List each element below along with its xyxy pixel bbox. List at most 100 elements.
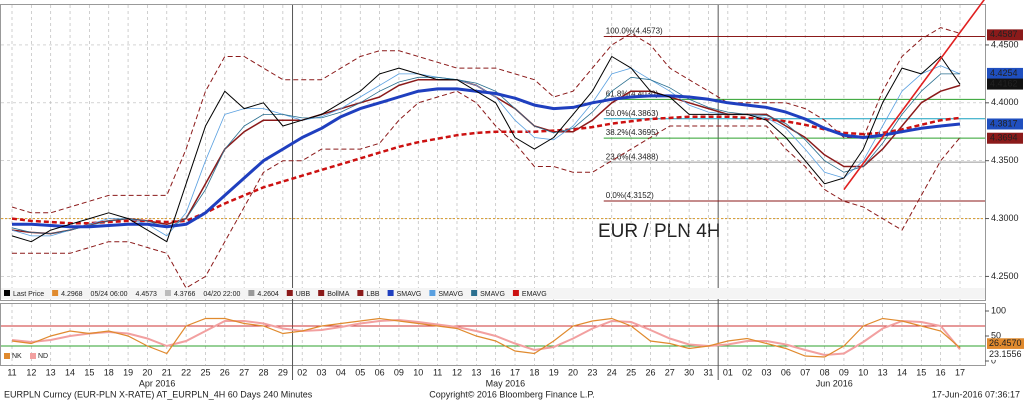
x-tick-label: 20 [568, 367, 578, 377]
x-tick-label: 29 [278, 367, 288, 377]
price-label: 4.4254 [990, 68, 1018, 78]
oscillator-value-box [987, 338, 1024, 350]
x-tick-label: 16 [491, 367, 501, 377]
legend-swatch [318, 290, 325, 296]
x-tick-label: 11 [7, 367, 16, 377]
x-tick-label: 09 [394, 367, 404, 377]
series-line [11, 27, 961, 214]
oscillator-tick-label: 0 [991, 355, 996, 365]
legend-label: EMAVG [522, 291, 547, 298]
series-line [11, 56, 961, 243]
price-label-box [987, 67, 1023, 79]
x-tick-label: 01 [723, 367, 733, 377]
fibonacci-label: 38.2%(4.3695) [606, 128, 659, 137]
x-tick-label: 18 [529, 367, 539, 377]
oscillator-line [11, 318, 961, 357]
x-tick-label: 03 [317, 367, 327, 377]
legend-label: UBB [296, 291, 311, 298]
x-tick-label: 06 [781, 367, 791, 377]
x-tick-label: 20 [142, 367, 152, 377]
month-label: May 2016 [486, 378, 526, 388]
y-tick-label: 4.2500 [991, 271, 1019, 281]
x-tick-label: 10 [858, 367, 868, 377]
legend-background [1, 288, 985, 299]
legend-label: ND [38, 353, 48, 360]
legend-swatch [387, 290, 394, 296]
x-tick-label: 17 [955, 367, 965, 377]
legend-stat: 4.2968 [61, 291, 83, 298]
x-tick-label: 19 [123, 367, 133, 377]
legend-stat: 4.4573 [136, 291, 158, 298]
legend-stat: 04/20 22:00 [203, 291, 240, 298]
oscillator-panel-frame [0, 303, 986, 366]
x-tick-label: 03 [762, 367, 772, 377]
y-tick-label: 4.4000 [991, 97, 1019, 107]
x-tick-label: 13 [878, 367, 888, 377]
price-label: 4.4162 [990, 78, 1018, 88]
series-line [11, 115, 961, 225]
price-label: 4.3694 [990, 133, 1018, 143]
fibonacci-label: 100.0%(4.4573) [606, 27, 663, 36]
x-tick-label: 27 [665, 367, 675, 377]
fibonacci-label: 23.6%(4.3488) [606, 152, 659, 161]
x-tick-label: 21 [162, 367, 172, 377]
x-tick-label: 16 [936, 367, 946, 377]
oscillator-tick-label: 100 [991, 305, 1006, 315]
legend-label: BollMA [327, 291, 350, 298]
price-label-box [987, 29, 1023, 41]
x-tick-label: 25 [200, 367, 210, 377]
legend-label: NK [12, 353, 22, 360]
price-label: 4.4587 [990, 29, 1018, 39]
x-tick-label: 22 [181, 367, 191, 377]
oscillator-value-box [987, 348, 1024, 360]
price-label-box [987, 118, 1023, 130]
x-tick-label: 28 [259, 367, 269, 377]
x-tick-label: 31 [703, 367, 713, 377]
legend-swatch [512, 290, 519, 296]
legend-swatch [164, 290, 171, 296]
x-tick-label: 02 [297, 367, 307, 377]
x-tick-label: 11 [433, 367, 442, 377]
month-label: Jun 2016 [816, 378, 853, 388]
legend-swatch [357, 290, 364, 296]
month-label: Apr 2016 [139, 378, 176, 388]
legend-swatch [30, 353, 36, 359]
trendline [843, 0, 985, 191]
x-tick-label: 10 [413, 367, 423, 377]
footer-center: Copyright© 2016 Bloomberg Finance L.P. [429, 389, 595, 399]
price-label: 4.3817 [990, 118, 1018, 128]
oscillator-line [11, 317, 961, 358]
x-tick-label: 24 [607, 367, 617, 377]
x-tick-label: 30 [684, 367, 694, 377]
x-tick-label: 06 [375, 367, 385, 377]
legend-swatch [248, 290, 255, 296]
legend-swatch [471, 290, 478, 296]
legend-swatch [4, 353, 10, 359]
price-label-box [987, 132, 1023, 144]
legend-label: Last Price [13, 291, 44, 298]
y-tick-label: 4.3500 [991, 155, 1019, 165]
legend-stat: 4.3766 [174, 291, 196, 298]
legend-swatch [52, 290, 59, 296]
legend-label: SMAVG [438, 291, 463, 298]
x-tick-label: 13 [471, 367, 481, 377]
footer-right: 17-Jun-2016 07:36:17 [932, 389, 1020, 399]
x-tick-label: 04 [336, 367, 346, 377]
footer-left: EURPLN Curncy (EUR-PLN X-RATE) AT_EURPLN… [4, 389, 313, 399]
legend-swatch [4, 290, 10, 296]
x-tick-label: 12 [452, 367, 462, 377]
price-label-box [987, 78, 1023, 90]
y-tick-label: 4.3000 [991, 213, 1019, 223]
x-tick-label: 13 [46, 367, 56, 377]
series-line [12, 87, 961, 229]
x-tick-label: 25 [626, 367, 636, 377]
legend-label: LBB [366, 291, 380, 298]
x-tick-label: 26 [645, 367, 655, 377]
legend-stat: 05/24 06:00 [91, 291, 128, 298]
y-tick-label: 4.4500 [991, 39, 1019, 49]
x-tick-label: 18 [104, 367, 114, 377]
x-tick-label: 15 [916, 367, 926, 377]
x-tick-label: 19 [549, 367, 559, 377]
x-tick-label: 14 [65, 367, 75, 377]
